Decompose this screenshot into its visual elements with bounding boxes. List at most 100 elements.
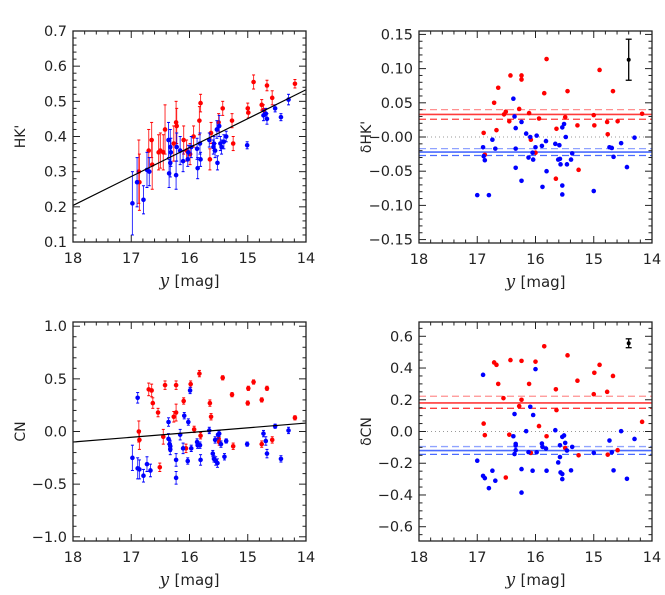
- red-data-point: [137, 437, 142, 443]
- x-axis-label-variable: y: [504, 272, 520, 292]
- blue-data-point: [490, 468, 495, 473]
- blue-data-point: [264, 451, 270, 456]
- blue-data-point: [513, 146, 518, 151]
- blue-data-point: [526, 155, 531, 160]
- x-axis-label: y [mag]: [158, 570, 219, 590]
- y-tick-label: 0.05: [381, 96, 413, 112]
- red-data-point: [160, 150, 166, 155]
- blue-data-point: [166, 137, 171, 143]
- panel-hk: 18 17 16 15 14 0.1 0.2 0.3 0.4 0.5 0.6 0.7 y [mag] HK…: [13, 24, 315, 291]
- red-data-point: [597, 362, 602, 368]
- blue-data-point: [261, 431, 266, 436]
- blue-data-point: [212, 437, 218, 443]
- y-tick-label: −0.10: [369, 198, 413, 214]
- blue-data-point: [130, 201, 135, 206]
- blue-data-point: [180, 158, 186, 164]
- red-data-point: [508, 357, 513, 363]
- y-tick-label: −0.2: [378, 456, 413, 472]
- blue-data-point: [173, 475, 179, 481]
- blue-data-point: [513, 165, 518, 171]
- red-data-point: [173, 410, 179, 415]
- blue-data-point: [632, 436, 637, 442]
- red-data-point: [230, 141, 236, 146]
- red-data-point: [171, 414, 177, 420]
- blue-data-point: [609, 449, 615, 455]
- blue-data-point: [512, 114, 517, 119]
- red-data-point: [501, 395, 506, 401]
- red-data-point: [615, 447, 620, 453]
- blue-data-point: [223, 134, 229, 139]
- blue-data-point: [195, 165, 200, 171]
- x-tick-label: 17: [122, 251, 140, 267]
- blue-data-point: [130, 455, 135, 461]
- y-tick-label: 0.3: [44, 165, 67, 181]
- blue-data-point: [553, 141, 558, 147]
- red-data-point: [198, 100, 203, 106]
- blue-data-point: [166, 419, 171, 425]
- blue-data-point: [568, 157, 574, 162]
- blue-data-point: [564, 162, 570, 167]
- y-tick-label: −1.0: [32, 530, 67, 546]
- blue-data-point: [519, 490, 524, 495]
- red-data-point: [269, 95, 275, 101]
- red-data-point: [181, 137, 186, 143]
- blue-data-point: [519, 178, 524, 184]
- red-data-point: [149, 388, 154, 393]
- blue-data-point: [544, 168, 549, 174]
- panel-cn: 18 17 16 15 14 −1.0 −0.5 0.0 0.5 1.0 y [mag] CN: [13, 319, 315, 590]
- red-data-point: [541, 343, 547, 349]
- blue-data-point: [563, 134, 569, 140]
- x-tick-label: 14: [297, 550, 315, 566]
- blue-data-point: [609, 145, 615, 151]
- blue-data-point: [167, 160, 173, 166]
- blue-data-point: [186, 150, 191, 155]
- y-axis-label: HK': [13, 125, 29, 149]
- y-tick-label: 0.0: [44, 425, 67, 441]
- blue-data-point: [490, 137, 495, 143]
- blue-data-point: [185, 458, 191, 464]
- y-tick-label: −0.05: [369, 164, 413, 180]
- blue-data-point: [215, 160, 220, 166]
- x-tick-label: 17: [468, 550, 486, 566]
- blue-data-point: [218, 441, 224, 447]
- red-data-point: [229, 392, 235, 397]
- x-tick-label: 15: [239, 251, 257, 267]
- blue-data-point: [480, 144, 486, 150]
- red-data-point: [591, 112, 597, 118]
- blue-data-point: [148, 468, 153, 473]
- red-data-point: [197, 118, 202, 123]
- blue-data-point: [167, 443, 173, 449]
- red-data-point: [174, 123, 179, 129]
- red-data-point: [481, 130, 486, 136]
- red-data-point: [494, 127, 499, 133]
- red-data-point: [229, 118, 235, 123]
- x-axis-label-unit: [mag]: [520, 571, 565, 589]
- blue-data-point: [540, 184, 545, 190]
- blue-data-point: [474, 458, 480, 464]
- typical-error-point: [626, 57, 631, 62]
- y-tick-label: 0.10: [381, 62, 413, 78]
- blue-data-point: [561, 121, 567, 127]
- blue-data-point: [144, 461, 150, 467]
- red-data-point: [604, 389, 610, 395]
- red-data-point: [553, 176, 559, 182]
- x-tick-label: 15: [585, 252, 603, 268]
- blue-data-point: [141, 473, 146, 479]
- x-tick-label: 16: [180, 251, 198, 267]
- blue-data-point: [632, 135, 637, 140]
- x-tick-label: 18: [64, 550, 82, 566]
- red-data-point: [536, 423, 542, 429]
- blue-data-point: [530, 468, 535, 473]
- y-tick-label: 1.0: [44, 319, 67, 335]
- red-data-point: [251, 79, 256, 85]
- blue-data-point: [512, 451, 517, 457]
- x-axis-label-variable: y: [158, 271, 174, 291]
- x-axis-label: y [mag]: [504, 272, 565, 292]
- x-tick-label: 15: [239, 550, 257, 566]
- blue-data-point: [223, 438, 229, 444]
- blue-data-point: [618, 140, 624, 146]
- blue-data-point: [611, 468, 616, 473]
- blue-data-point: [559, 476, 565, 482]
- red-data-point: [171, 141, 177, 146]
